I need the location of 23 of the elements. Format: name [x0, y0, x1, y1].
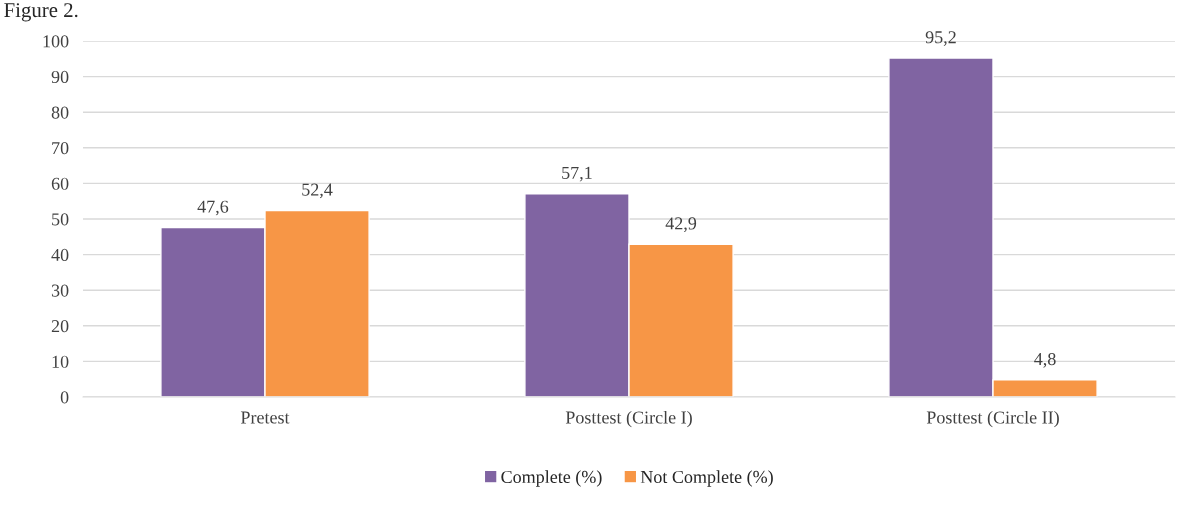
legend-label: Complete (%) — [501, 470, 602, 487]
y-tick-label: 70 — [52, 142, 69, 155]
y-tick-label: 30 — [51, 284, 69, 297]
data-label: 42,9 — [665, 217, 697, 233]
y-tick-label: 90 — [51, 70, 69, 84]
x-tick-label: Posttest (Circle I) — [565, 410, 692, 428]
data-label: 57,1 — [562, 166, 592, 182]
data-label: 47,6 — [197, 200, 229, 216]
x-tick-label: Posttest (Circle II) — [926, 410, 1059, 428]
y-tick-label: 20 — [51, 320, 69, 333]
y-tick-label: 50 — [52, 213, 69, 226]
y-tick-label: 80 — [51, 106, 69, 119]
y-tick-label: 60 — [51, 177, 69, 190]
y-tick-label: 40 — [51, 248, 69, 262]
y-tick-label: 100 — [43, 35, 69, 48]
data-label: 95,2 — [925, 31, 956, 46]
y-tick-label: 10 — [52, 355, 69, 368]
x-tick-label: Pretest — [240, 411, 290, 424]
legend-label: Not Complete (%) — [640, 470, 773, 487]
y-tick-label: 0 — [60, 391, 69, 404]
chart-title: Figure 2. — [4, 3, 78, 22]
data-label: 4,8 — [1034, 352, 1056, 368]
data-label: 52,4 — [302, 183, 333, 199]
